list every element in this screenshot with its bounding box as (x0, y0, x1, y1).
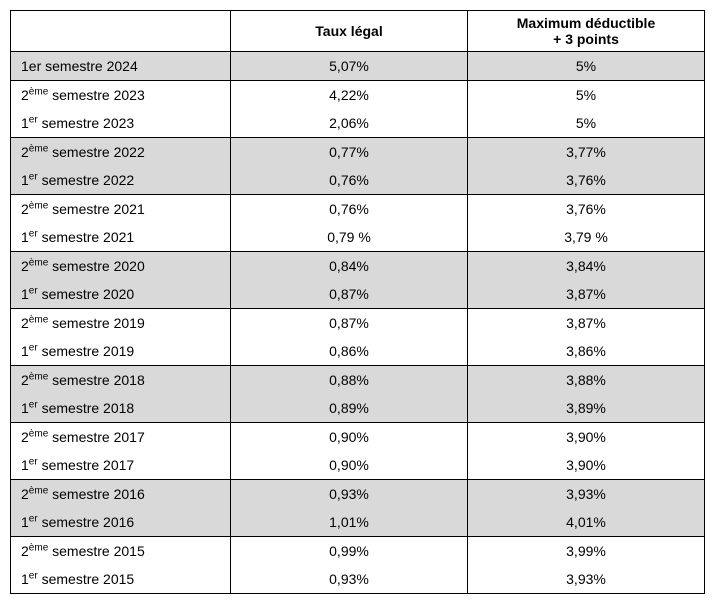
max-cell: 5% (468, 52, 705, 81)
max-cell: 3,76% (468, 195, 705, 224)
rates-table: Taux légal Maximum déductible+ 3 points … (10, 10, 705, 594)
max-cell: 3,89% (468, 394, 705, 423)
table-row: 1er semestre 20161,01%4,01% (11, 508, 705, 537)
period-cell: 2ème semestre 2015 (11, 537, 231, 566)
taux-cell: 0,76% (231, 195, 468, 224)
max-cell: 3,87% (468, 309, 705, 338)
col-taux-header: Taux légal (231, 11, 468, 52)
table-row: 2ème semestre 20170,90%3,90% (11, 423, 705, 452)
table-row: 2ème semestre 20210,76%3,76% (11, 195, 705, 224)
max-cell: 5% (468, 81, 705, 110)
taux-cell: 0,77% (231, 138, 468, 167)
taux-cell: 0,87% (231, 309, 468, 338)
table-row: 1er semestre 20180,89%3,89% (11, 394, 705, 423)
table-row: 2ème semestre 20234,22%5% (11, 81, 705, 110)
table-row: 2ème semestre 20220,77%3,77% (11, 138, 705, 167)
table-row: 1er semestre 20150,93%3,93% (11, 565, 705, 594)
taux-cell: 4,22% (231, 81, 468, 110)
taux-cell: 0,84% (231, 252, 468, 281)
period-cell: 2ème semestre 2018 (11, 366, 231, 395)
table-row: 1er semestre 20200,87%3,87% (11, 280, 705, 309)
table-row: 2ème semestre 20150,99%3,99% (11, 537, 705, 566)
period-cell: 2ème semestre 2023 (11, 81, 231, 110)
max-cell: 3,93% (468, 480, 705, 509)
taux-cell: 0,93% (231, 565, 468, 594)
col-period-header (11, 11, 231, 52)
table-row: 1er semestre 20245,07%5% (11, 52, 705, 81)
period-cell: 1er semestre 2023 (11, 109, 231, 138)
table-row: 1er semestre 20190,86%3,86% (11, 337, 705, 366)
period-cell: 2ème semestre 2020 (11, 252, 231, 281)
period-cell: 2ème semestre 2017 (11, 423, 231, 452)
col-max-header: Maximum déductible+ 3 points (468, 11, 705, 52)
taux-cell: 0,90% (231, 451, 468, 480)
period-cell: 1er semestre 2017 (11, 451, 231, 480)
max-cell: 3,79 % (468, 223, 705, 252)
taux-cell: 0,87% (231, 280, 468, 309)
max-cell: 3,84% (468, 252, 705, 281)
period-cell: 1er semestre 2021 (11, 223, 231, 252)
period-cell: 1er semestre 2015 (11, 565, 231, 594)
period-cell: 2ème semestre 2016 (11, 480, 231, 509)
max-cell: 3,90% (468, 451, 705, 480)
taux-cell: 5,07% (231, 52, 468, 81)
taux-cell: 0,93% (231, 480, 468, 509)
period-cell: 2ème semestre 2022 (11, 138, 231, 167)
taux-cell: 0,86% (231, 337, 468, 366)
table-row: 1er semestre 20232,06%5% (11, 109, 705, 138)
taux-cell: 0,90% (231, 423, 468, 452)
max-cell: 3,87% (468, 280, 705, 309)
table-header-row: Taux légal Maximum déductible+ 3 points (11, 11, 705, 52)
max-cell: 3,77% (468, 138, 705, 167)
taux-cell: 0,89% (231, 394, 468, 423)
max-cell: 3,90% (468, 423, 705, 452)
taux-cell: 0,79 % (231, 223, 468, 252)
period-cell: 1er semestre 2024 (11, 52, 231, 81)
taux-cell: 2,06% (231, 109, 468, 138)
taux-cell: 0,76% (231, 166, 468, 195)
table-row: 2ème semestre 20180,88%3,88% (11, 366, 705, 395)
table-body: 1er semestre 20245,07%5%2ème semestre 20… (11, 52, 705, 594)
period-cell: 1er semestre 2019 (11, 337, 231, 366)
period-cell: 2ème semestre 2021 (11, 195, 231, 224)
taux-cell: 1,01% (231, 508, 468, 537)
table-row: 2ème semestre 20160,93%3,93% (11, 480, 705, 509)
period-cell: 1er semestre 2020 (11, 280, 231, 309)
max-cell: 3,93% (468, 565, 705, 594)
table-row: 2ème semestre 20200,84%3,84% (11, 252, 705, 281)
max-cell: 3,88% (468, 366, 705, 395)
period-cell: 1er semestre 2022 (11, 166, 231, 195)
max-cell: 4,01% (468, 508, 705, 537)
period-cell: 1er semestre 2016 (11, 508, 231, 537)
taux-cell: 0,99% (231, 537, 468, 566)
period-cell: 2ème semestre 2019 (11, 309, 231, 338)
table-row: 1er semestre 20220,76%3,76% (11, 166, 705, 195)
table-row: 1er semestre 20170,90%3,90% (11, 451, 705, 480)
table-row: 2ème semestre 20190,87%3,87% (11, 309, 705, 338)
table-row: 1er semestre 20210,79 %3,79 % (11, 223, 705, 252)
max-cell: 5% (468, 109, 705, 138)
max-cell: 3,99% (468, 537, 705, 566)
period-cell: 1er semestre 2018 (11, 394, 231, 423)
max-cell: 3,76% (468, 166, 705, 195)
max-cell: 3,86% (468, 337, 705, 366)
taux-cell: 0,88% (231, 366, 468, 395)
